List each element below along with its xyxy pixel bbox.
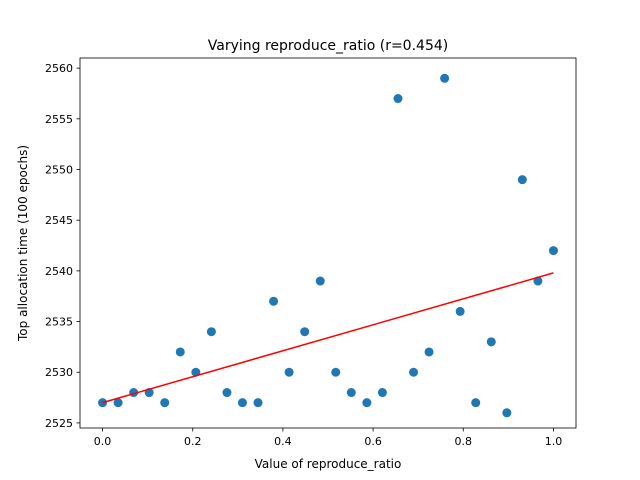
data-point <box>331 367 341 377</box>
data-point <box>206 327 216 337</box>
axes-frame <box>79 57 577 429</box>
data-point <box>300 327 310 337</box>
y-tick-label: 2545 <box>45 214 73 227</box>
data-point <box>486 337 496 347</box>
data-point <box>346 388 356 398</box>
data-point <box>377 388 387 398</box>
data-point <box>393 94 403 104</box>
plot-area <box>98 73 558 418</box>
y-tick-label: 2535 <box>45 316 73 329</box>
regression-line <box>102 272 554 404</box>
x-axis-label: Value of reproduce_ratio <box>255 457 402 471</box>
data-point <box>424 347 434 357</box>
x-tick-label: 0.6 <box>364 435 382 448</box>
y-tick-label: 2530 <box>45 366 73 379</box>
y-tick-label: 2560 <box>45 62 73 75</box>
data-point <box>253 398 263 408</box>
data-point <box>269 296 279 306</box>
y-tick-label: 2550 <box>45 164 73 177</box>
x-tick-label: 0.4 <box>274 435 292 448</box>
data-point <box>471 398 481 408</box>
y-axis-label: Top allocation time (100 epochs) <box>16 145 30 342</box>
data-point <box>222 388 232 398</box>
data-point <box>502 408 512 418</box>
x-tick-label: 0.8 <box>455 435 473 448</box>
x-axis: 0.0 0.2 0.4 0.6 0.8 1.0 <box>94 428 562 448</box>
x-tick-label: 0.2 <box>184 435 202 448</box>
y-axis: 2525 2530 2535 2540 2545 2550 2555 2560 <box>45 62 80 430</box>
data-point <box>315 276 325 286</box>
data-point <box>455 306 465 316</box>
x-tick-label: 1.0 <box>545 435 563 448</box>
y-tick-label: 2555 <box>45 113 73 126</box>
data-point <box>284 367 294 377</box>
x-tick-label: 0.0 <box>94 435 112 448</box>
y-tick-label: 2540 <box>45 265 73 278</box>
data-point <box>175 347 185 357</box>
data-point <box>160 398 170 408</box>
y-tick-label: 2525 <box>45 417 73 430</box>
data-point <box>113 398 123 408</box>
data-point <box>440 73 450 83</box>
data-point <box>517 175 527 185</box>
data-point <box>237 398 247 408</box>
chart-title: Varying reproduce_ratio (r=0.454) <box>208 38 448 54</box>
data-point <box>362 398 372 408</box>
data-point <box>409 367 419 377</box>
data-point <box>548 246 558 256</box>
